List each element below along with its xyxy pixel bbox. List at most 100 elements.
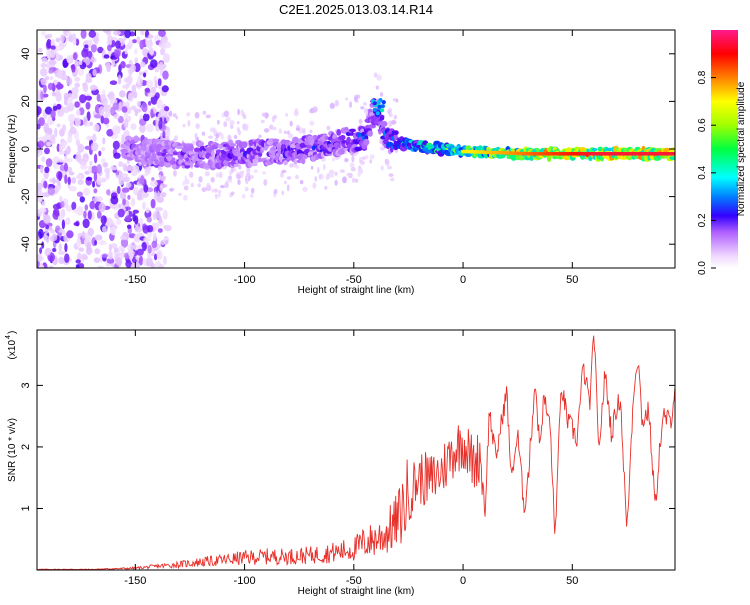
spectrogram-scatter-mark [230, 191, 235, 195]
spectrogram-noise-mark [150, 198, 156, 209]
snr-scale-exponent: 4 [5, 335, 12, 339]
spectrogram-noise-mark [138, 177, 145, 185]
spectrogram-noise-mark [98, 240, 107, 246]
spectrogram-noise-mark [156, 99, 163, 109]
spectrogram-scatter-mark [160, 175, 166, 181]
spectrogram-noise-mark [117, 208, 125, 218]
spectrogram-noise-mark [90, 57, 97, 63]
spectrogram-noise-mark [143, 236, 151, 242]
spectrogram-scatter-mark [281, 169, 287, 173]
spectrogram-noise-mark [139, 39, 145, 50]
spectrogram-scatter-mark [244, 186, 249, 192]
spectrogram-scatter-mark [364, 155, 369, 160]
spectrogram-scatter-mark [388, 173, 394, 178]
spectrogram-noise-mark [117, 115, 124, 124]
spectrogram-ridge-mark [229, 143, 237, 147]
spectrogram-noise-mark [79, 196, 86, 203]
spectrogram-noise-mark [98, 150, 102, 157]
spectrogram-scatter-mark [223, 110, 230, 118]
spectrogram-blob-mark [377, 104, 382, 109]
spectrogram-noise-mark [90, 142, 99, 152]
spectrogram-noise-mark [67, 31, 72, 36]
spectrogram-scatter-mark [295, 127, 300, 131]
spectrogram-noise-mark [93, 36, 100, 44]
spectrogram-scatter-mark [184, 175, 187, 182]
spectrogram-scatter-mark [183, 185, 189, 191]
spectrogram-noise-mark [121, 187, 130, 193]
spectrogram-noise-mark [81, 253, 88, 260]
spectrogram-x-tick-label: 50 [566, 274, 578, 286]
spectrogram-noise-mark [134, 215, 139, 225]
spectrogram-noise-mark [77, 179, 84, 185]
spectrogram-noise-mark [112, 30, 121, 36]
spectrogram-ridge-mark [151, 152, 157, 160]
spectrogram-noise-mark [87, 210, 92, 220]
spectrogram-scatter-mark [187, 120, 191, 127]
spectrogram-scatter-mark [325, 175, 330, 180]
spectrogram-noise-mark [56, 69, 63, 79]
spectrogram-noise-mark [72, 38, 77, 46]
spectrogram-noise-mark [55, 92, 62, 102]
spectrogram-scatter-mark [224, 181, 229, 189]
spectrogram-noise-mark [154, 253, 158, 261]
spectrogram-noise-mark [56, 181, 61, 187]
spectrogram-noise-mark [142, 201, 146, 210]
spectrogram-scatter-mark [195, 123, 200, 129]
spectrogram-scatter-mark [302, 128, 306, 135]
spectrogram-noise-mark [93, 123, 100, 132]
spectrogram-noise-mark [86, 50, 93, 59]
spectrogram-noise-mark [43, 122, 49, 133]
spectrogram-noise-mark [124, 215, 131, 222]
spectrogram-scatter-mark [253, 169, 258, 174]
spectrogram-scatter-mark [213, 188, 218, 193]
spectrogram-noise-mark [121, 106, 128, 113]
spectrogram-x-axis-label: Height of straight line (km) [298, 285, 415, 296]
spectrogram-noise-mark [158, 30, 166, 37]
spectrogram-blob-mark [372, 101, 377, 106]
spectrogram-noise-mark [50, 45, 56, 50]
spectrogram-scatter-mark [350, 167, 356, 172]
spectrogram-scatter-mark [242, 114, 247, 120]
spectrogram-noise-mark [114, 247, 119, 253]
spectrogram-noise-mark [59, 34, 65, 43]
spectrogram-noise-mark [103, 30, 110, 34]
spectrogram-scatter-mark [214, 138, 219, 142]
spectrogram-noise-mark [79, 161, 87, 167]
spectrogram-noise-mark [86, 135, 94, 141]
spectrogram-scatter-mark [388, 113, 393, 117]
spectrogram-scatter-mark [386, 165, 392, 170]
spectrogram-noise-mark [67, 57, 74, 64]
spectrogram-noise-mark [66, 136, 73, 144]
spectrogram-noise-mark [40, 164, 44, 174]
spectrogram-noise-mark [150, 180, 158, 188]
spectrogram-noise-mark [47, 187, 56, 196]
spectrogram-noise-mark [92, 133, 97, 143]
spectrogram-scatter-mark [178, 192, 182, 197]
spectrogram-scatter-mark [263, 128, 270, 133]
spectrogram-noise-mark [40, 63, 47, 68]
spectrogram-scatter-mark [318, 173, 322, 180]
spectrogram-scatter-mark [391, 120, 397, 125]
spectrogram-noise-mark [43, 214, 51, 224]
spectrogram-x-tick-label: 0 [460, 274, 466, 286]
spectrogram-scatter-mark [289, 163, 294, 168]
spectrogram-scatter-mark [210, 177, 215, 183]
spectrogram-scatter-mark [172, 138, 177, 142]
spectrogram-y-tick-label: 20 [20, 95, 32, 107]
spectrogram-scatter-mark [215, 172, 219, 178]
spectrogram-noise-mark [82, 153, 89, 163]
spectrogram-noise-mark [51, 91, 57, 97]
spectrogram-scatter-mark [286, 184, 290, 192]
spectrogram-scatter-mark [250, 175, 254, 179]
spectrogram-noise-mark [37, 182, 44, 190]
spectrogram-noise-mark [75, 259, 81, 264]
spectrogram-noise-mark [161, 119, 165, 130]
spectrogram-noise-mark [62, 106, 70, 114]
spectrogram-scatter-mark [357, 167, 364, 175]
spectrogram-noise-mark [96, 164, 102, 174]
spectrogram-noise-mark [153, 210, 161, 220]
snr-y-axis-label: SNR (10 * v/v) [7, 418, 18, 482]
spectrogram-noise-mark [140, 30, 145, 36]
snr-x-tick-label: -100 [234, 575, 256, 587]
spectrogram-noise-mark [45, 247, 51, 256]
